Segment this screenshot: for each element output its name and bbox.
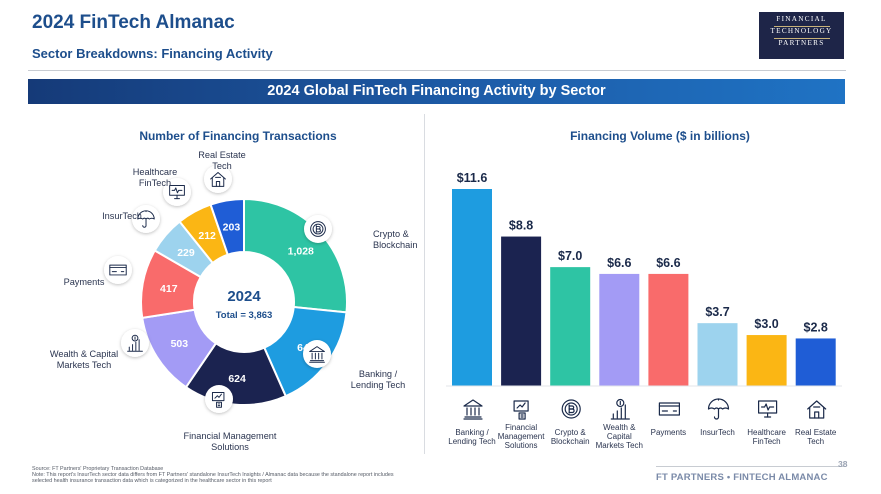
bar-category-label: Wealth & — [603, 423, 636, 432]
source-line-2: Note: This report's InsurTech sector dat… — [32, 472, 394, 479]
donut-segment — [209, 197, 245, 256]
bar-category-label: Payments — [651, 428, 687, 437]
logo-line-3: PARTNERS — [778, 39, 825, 47]
bar — [599, 273, 640, 386]
bar-category-label: Healthcare — [747, 428, 786, 437]
bar-value-label: $2.8 — [804, 320, 828, 334]
donut-value-label: 1,028 — [288, 246, 314, 258]
bar — [501, 236, 542, 386]
donut-category-label: Crypto & — [373, 229, 409, 239]
page-subtitle: Sector Breakdowns: Financing Activity — [32, 46, 273, 61]
bar — [452, 189, 492, 386]
source-note: Source: FT Partners' Proprietary Transac… — [32, 466, 552, 485]
bar-category-label: Crypto & — [555, 428, 587, 437]
bar-value-label: $8.8 — [509, 219, 533, 233]
house-icon — [807, 400, 827, 419]
donut-chart-title: Number of Financing Transactions — [139, 129, 337, 143]
financial-report-icon — [513, 400, 529, 420]
bar-value-label: $7.0 — [558, 249, 582, 263]
donut-center-total: Total = 3,863 — [216, 310, 273, 321]
footer-brand: FT PARTNERS • FINTECH ALMANAC — [656, 472, 828, 483]
growth-chart-icon — [610, 398, 630, 420]
donut-value-label: 203 — [223, 222, 241, 234]
donut-category-label: InsurTech — [102, 211, 142, 221]
section-divider — [424, 114, 425, 454]
umbrella-icon — [132, 205, 160, 233]
bar-value-label: $11.6 — [457, 171, 488, 185]
bar-value-label: $3.0 — [754, 317, 778, 331]
bar-value-label: $6.6 — [607, 256, 631, 270]
house-icon — [204, 165, 232, 193]
donut-category-label: Payments — [64, 277, 105, 287]
bar-category-label: Tech — [807, 437, 824, 446]
bar — [697, 323, 738, 386]
bar-chart-title: Financing Volume ($ in billions) — [570, 129, 750, 143]
bar-category-label: Financial — [505, 423, 537, 432]
growth-chart-icon — [121, 329, 149, 357]
financial-report-icon — [205, 385, 233, 413]
footer-divider — [656, 466, 846, 467]
ft-partners-logo: FINANCIAL TECHNOLOGY PARTNERS — [759, 12, 844, 59]
chart-banner: 2024 Global FinTech Financing Activity b… — [28, 79, 845, 104]
donut-category-label: Wealth & Capital — [50, 349, 118, 359]
logo-rule — [773, 26, 830, 27]
donut-category-label: Solutions — [211, 442, 249, 452]
bar-category-label: Banking / — [455, 428, 489, 437]
page-number: 38 — [838, 459, 848, 469]
donut-category-label: Healthcare — [133, 167, 177, 177]
logo-line-2: TECHNOLOGY — [770, 27, 833, 35]
bar-category-label: Blockchain — [551, 437, 590, 446]
bar-category-label: InsurTech — [700, 428, 735, 437]
bar-category-label: Real Estate — [795, 428, 837, 437]
bar — [550, 267, 591, 386]
bar — [648, 273, 689, 386]
healthcare-monitor-icon — [163, 178, 191, 206]
donut-category-label: Banking / — [359, 369, 398, 379]
donut-value-label: 417 — [160, 283, 178, 295]
donut-center — [196, 254, 292, 350]
donut-value-label: 229 — [177, 247, 195, 259]
donut-value-label: 503 — [171, 338, 189, 350]
bar — [746, 335, 787, 386]
bar-value-label: $3.7 — [705, 305, 729, 319]
credit-card-icon — [658, 402, 681, 416]
bar-category-label: Lending Tech — [448, 437, 495, 446]
donut-center-year: 2024 — [227, 288, 261, 305]
bar-category-label: Capital — [607, 432, 632, 441]
logo-line-1: FINANCIAL — [776, 15, 827, 23]
donut-value-label: 212 — [198, 230, 216, 242]
bank-icon — [303, 340, 331, 368]
donut-category-label: Blockchain — [373, 240, 417, 250]
source-line-1: Source: FT Partners' Proprietary Transac… — [32, 466, 164, 472]
credit-card-icon — [104, 256, 132, 284]
donut-category-label: Tech — [212, 161, 231, 171]
crypto-coin-icon — [561, 399, 581, 419]
donut-category-label: Lending Tech — [351, 380, 406, 390]
source-line-3: selected health insurance transaction da… — [32, 478, 272, 485]
bar — [795, 338, 836, 386]
page-title: 2024 FinTech Almanac — [32, 12, 235, 33]
bar-category-label: Solutions — [505, 441, 538, 450]
donut-category-label: FinTech — [139, 178, 171, 188]
donut-category-label: Financial Management — [184, 431, 277, 441]
bank-icon — [463, 399, 483, 420]
bar-value-label: $6.6 — [656, 256, 680, 270]
bar-category-label: Management — [498, 432, 545, 441]
donut-value-label: 624 — [228, 373, 246, 385]
donut-segment — [243, 197, 348, 314]
bar-category-label: FinTech — [753, 437, 781, 446]
umbrella-icon — [707, 398, 730, 420]
logo-rule — [773, 38, 830, 39]
healthcare-monitor-icon — [757, 400, 778, 418]
donut-category-label: Real Estate — [198, 150, 246, 160]
donut-category-label: Markets Tech — [57, 360, 111, 370]
bar-category-label: Markets Tech — [596, 441, 643, 450]
crypto-coin-icon — [304, 215, 332, 243]
header-divider — [28, 70, 846, 71]
